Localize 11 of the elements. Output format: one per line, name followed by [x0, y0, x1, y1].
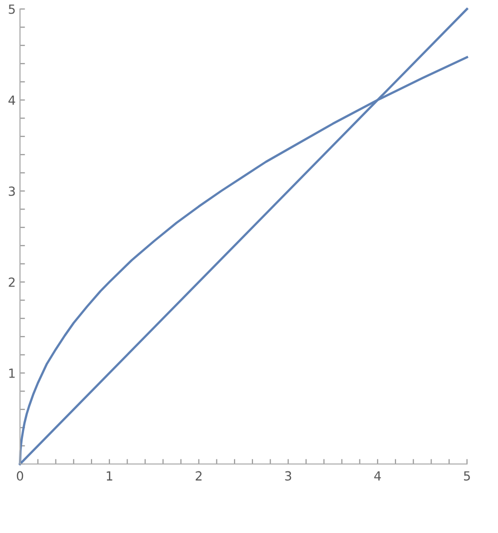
y-tick-label: 3 — [8, 186, 15, 196]
x-tick-label: 4 — [374, 471, 381, 480]
y-tick-label: 1 — [9, 368, 15, 378]
x-tick-label: 1 — [106, 471, 112, 480]
y-tick-label: 5 — [8, 4, 15, 14]
y-tick-label: 4 — [8, 96, 16, 105]
y-tick-label: 2 — [8, 277, 15, 287]
x-tick-label: 3 — [285, 471, 292, 481]
x-tick-label: 0 — [16, 471, 24, 481]
x-tick-label: 5 — [464, 471, 470, 481]
x-tick-label: 2 — [196, 471, 202, 480]
